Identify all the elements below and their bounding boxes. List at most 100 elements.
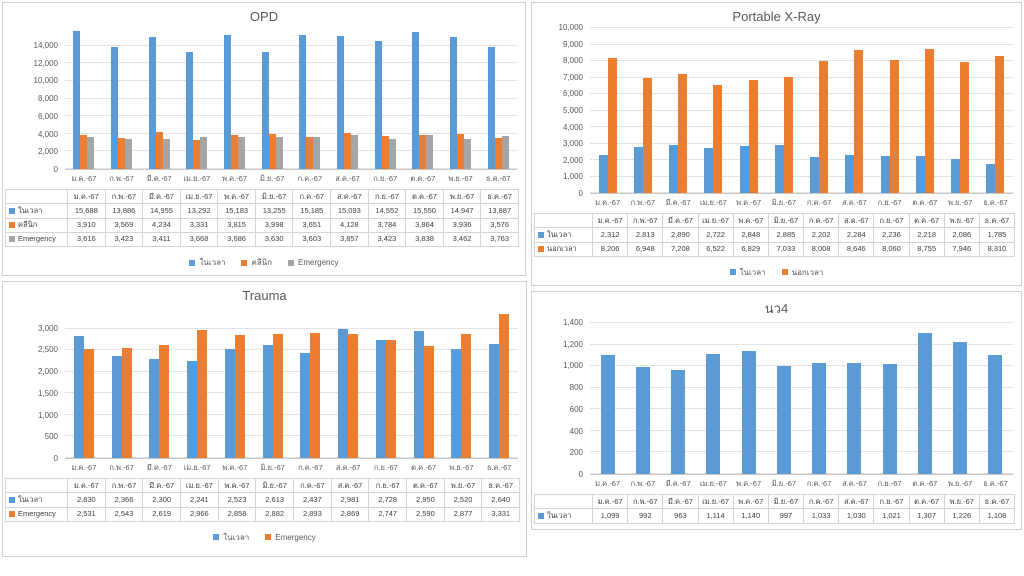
x-axis-label: ต.ค.-67 [411, 463, 437, 472]
bar-group [907, 323, 942, 474]
gridline [590, 429, 1013, 431]
bar-group [978, 323, 1013, 474]
table-value-cell: 3,910 [67, 218, 105, 232]
bar-group [661, 323, 696, 474]
gridline [590, 343, 1013, 345]
table-month-header: มี.ค.-67 [142, 479, 180, 493]
chart-panel-opd[interactable]: OPD 0 2,000 4,000 6,000 8,000 10,000 12,000 14,… [2, 2, 526, 276]
table-value-cell: 13,886 [104, 204, 143, 218]
gridline [590, 322, 1013, 323]
bar [854, 50, 864, 193]
x-axis-label: มี.ค.-67 [665, 479, 691, 488]
table-row: คลีนิก 3,910 3,569 4,234 3,331 3,815 3,998 3,65… [6, 217, 518, 232]
y-tick-label: 1,000 [562, 172, 583, 182]
table-value-cell: 2,284 [838, 228, 873, 242]
gridline [590, 76, 1013, 78]
bar [917, 333, 932, 474]
bar [960, 61, 970, 193]
table-value-cell: 1,785 [978, 228, 1014, 242]
bar [111, 355, 122, 458]
bar [197, 330, 208, 458]
bar [413, 330, 424, 458]
gridline [65, 435, 518, 437]
gridline [590, 27, 1013, 28]
chart-panel-nw4[interactable]: นว4 0 200 400 600 800 1,000 1,200 1,400 ม.ค.-67… [531, 291, 1022, 530]
bar-group [661, 28, 696, 193]
x-axis-label: ธ.ค.-67 [486, 463, 512, 472]
legend-label: Emergency [275, 532, 316, 542]
bar [487, 46, 495, 169]
table-month-header: มิ.ย.-67 [254, 190, 293, 204]
table-month-header: พ.ย.-67 [943, 214, 979, 228]
bar [187, 361, 198, 458]
legend-item: Emergency [288, 258, 339, 267]
table-month-header: ธ.ค.-67 [978, 495, 1014, 509]
series-key-icon [538, 231, 544, 238]
table-value-cell: 2,300 [142, 493, 180, 507]
chart-title: Trauma [242, 288, 287, 303]
x-axis-label: ก.พ.-67 [109, 174, 134, 183]
bar [489, 344, 500, 458]
table-value-cell: 2,366 [104, 493, 143, 507]
table-value-cell: 3,864 [405, 218, 443, 232]
table-month-header: ม.ค.-67 [67, 190, 105, 204]
x-axis-label: พ.ค.-67 [736, 479, 762, 488]
series-name: Emergency [18, 509, 56, 518]
gridline [65, 349, 518, 351]
bar [381, 135, 389, 169]
chart-title: OPD [249, 9, 279, 24]
bar-group [254, 307, 292, 458]
chart-panel-trauma[interactable]: Trauma 0 500 1,000 1,500 2,000 2,500 3,000 ม.ค… [2, 281, 527, 557]
table-value-cell: 2,885 [767, 228, 803, 242]
x-axis-label: ก.พ.-67 [630, 198, 656, 207]
table-value-cell: 3,423 [104, 232, 143, 246]
bar [426, 135, 434, 169]
x-axis-label: พ.ค.-67 [222, 463, 248, 472]
table-value-cell: 2,722 [697, 228, 733, 242]
x-axis-label: พ.ค.-67 [222, 174, 247, 183]
table-row-header: Emergency [6, 508, 67, 521]
table-header-row: ม.ค.-67 ก.พ.-67 มี.ค.-67 เม.ย.-67 พ.ค.-67 มิ.… [6, 190, 518, 204]
table-month-header: ก.พ.-67 [627, 495, 662, 509]
table-value-cell: 2,640 [481, 493, 519, 507]
table-value-cell: 14,552 [367, 204, 406, 218]
y-tick-label: 3,000 [37, 323, 58, 333]
x-axis-labels: ม.ค.-67 ก.พ.-67 มี.ค.-67 เม.ย.-67 พ.ค.-67 มิ.… [65, 171, 517, 187]
bar [819, 60, 829, 193]
table-month-header: พ.ค.-67 [732, 214, 768, 228]
bar [155, 131, 163, 169]
table-row-header: ในเวลา [535, 228, 592, 241]
table-row-header: คลีนิก [6, 219, 67, 232]
data-table: ม.ค.-67 ก.พ.-67 มี.ค.-67 เม.ย.-67 พ.ค.-67 มิ.… [5, 189, 519, 247]
table-value-cell: 2,520 [443, 493, 482, 507]
plot-area [590, 322, 1013, 475]
x-axis-label: ก.ค.-67 [297, 174, 323, 183]
legend-swatch-icon [265, 534, 272, 541]
gridline [590, 408, 1013, 410]
bar-group [216, 307, 254, 458]
legend-label: ในเวลา [199, 258, 226, 267]
table-value-cell: 3,857 [330, 232, 368, 246]
x-axis-label: ธ.ค.-67 [485, 174, 511, 183]
table-row-header: ในเวลา [535, 509, 592, 522]
x-axis-label: มิ.ย.-67 [771, 479, 797, 488]
table-month-header: พ.ค.-67 [217, 190, 255, 204]
bar [464, 138, 472, 169]
table-month-header: มิ.ย.-67 [767, 214, 803, 228]
table-row-header: นอกเวลา [535, 243, 592, 256]
x-axis-label: เม.ย.-67 [183, 174, 211, 183]
bar [238, 136, 246, 169]
bar-group [178, 28, 216, 169]
table-value-cell: 13,292 [179, 204, 218, 218]
series-name: ในเวลา [18, 494, 43, 504]
table-value-cell: 3,569 [104, 218, 143, 232]
chart-body: 0 1,000 2,000 3,000 4,000 5,000 6,000 7,000 8,00… [532, 24, 1021, 198]
bar [847, 362, 862, 474]
legend-label: ในเวลา [223, 532, 250, 542]
bar [776, 366, 791, 474]
y-tick-label: 1,200 [562, 339, 583, 349]
bar [880, 156, 890, 193]
bar [80, 134, 88, 169]
gridline [65, 327, 518, 329]
chart-panel-portable-xray[interactable]: Portable X-Ray 0 1,000 2,000 3,000 4,000 5,00… [531, 2, 1022, 286]
